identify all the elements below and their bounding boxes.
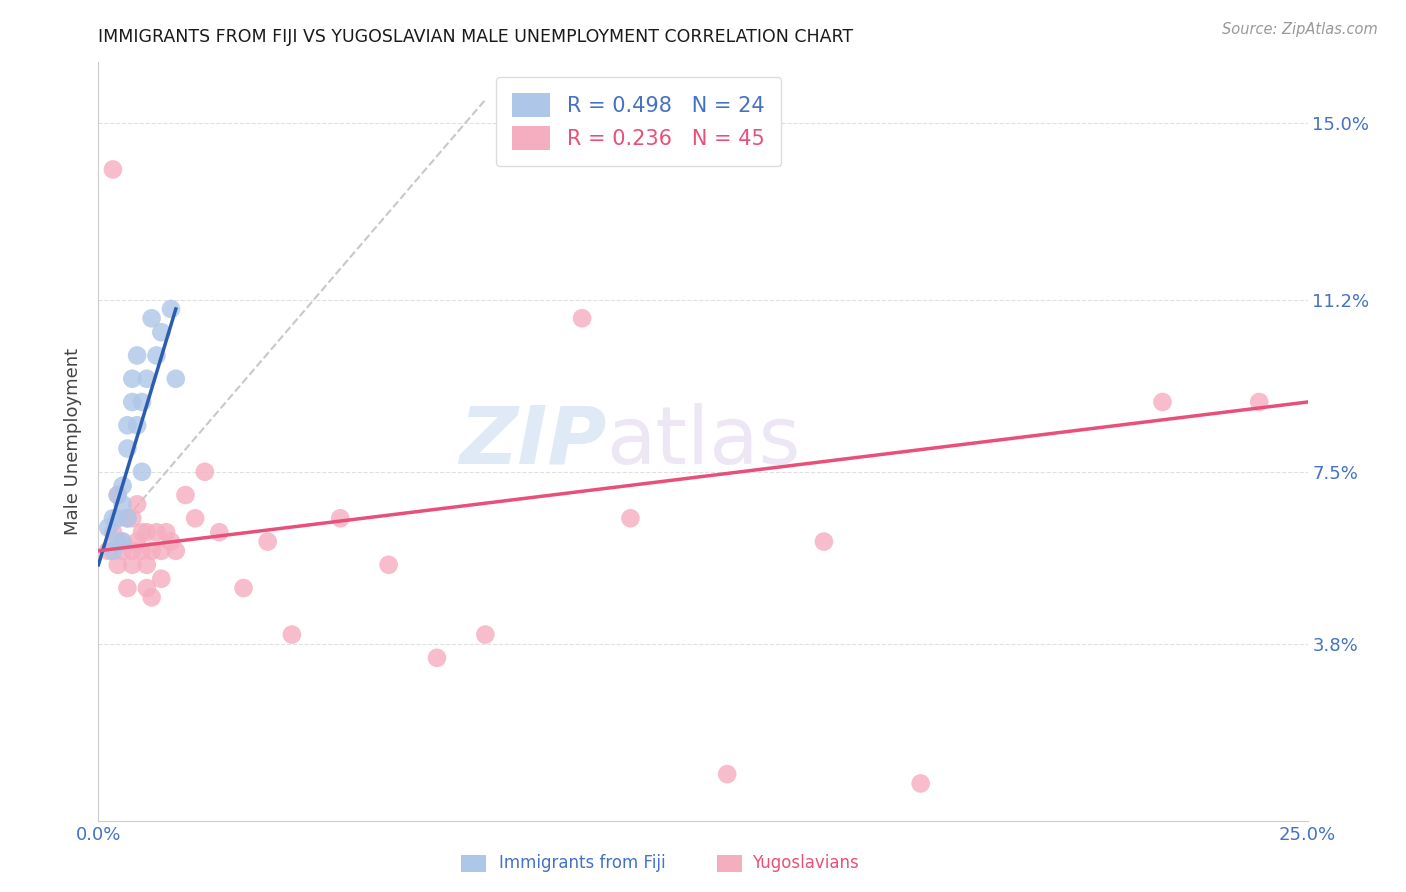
Point [127, 349, 149, 363]
Point [111, 534, 134, 549]
Point [127, 534, 149, 549]
Point [145, 349, 167, 363]
Point [813, 534, 835, 549]
Point [117, 511, 139, 525]
Point [208, 525, 231, 540]
Point [131, 395, 153, 409]
Point [121, 395, 143, 409]
Point [1249, 395, 1271, 409]
Point [377, 558, 399, 572]
Point [135, 581, 157, 595]
Point [150, 544, 173, 558]
Point [127, 418, 149, 433]
Point [160, 301, 183, 316]
Point [101, 162, 124, 177]
Point [117, 418, 139, 433]
Point [165, 544, 187, 558]
Point [571, 311, 593, 326]
Point [117, 442, 139, 456]
Point [121, 544, 143, 558]
Point [101, 511, 124, 525]
Point [256, 534, 278, 549]
Point [107, 488, 129, 502]
Point [716, 767, 738, 781]
Point [121, 372, 143, 386]
Point [97, 544, 120, 558]
Point [1152, 395, 1174, 409]
Text: atlas: atlas [606, 402, 800, 481]
Point [101, 544, 124, 558]
Point [184, 511, 207, 525]
Point [107, 511, 129, 525]
Text: IMMIGRANTS FROM FIJI VS YUGOSLAVIAN MALE UNEMPLOYMENT CORRELATION CHART: IMMIGRANTS FROM FIJI VS YUGOSLAVIAN MALE… [98, 28, 853, 45]
Point [160, 534, 183, 549]
Point [121, 558, 143, 572]
Y-axis label: Male Unemployment: Male Unemployment [65, 348, 83, 535]
Point [174, 488, 197, 502]
Point [329, 511, 352, 525]
Point [281, 627, 304, 641]
Point [145, 525, 167, 540]
Point [150, 572, 173, 586]
Point [141, 544, 163, 558]
Point [474, 627, 496, 641]
Point [155, 525, 177, 540]
Point [117, 581, 139, 595]
Point [97, 520, 120, 534]
Point [131, 544, 153, 558]
Point [135, 525, 157, 540]
Point [111, 534, 134, 549]
Text: Yugoslavians: Yugoslavians [752, 855, 859, 872]
Point [121, 511, 143, 525]
Point [426, 650, 449, 665]
Point [141, 591, 163, 605]
Text: Source: ZipAtlas.com: Source: ZipAtlas.com [1222, 22, 1378, 37]
Point [107, 534, 129, 549]
Text: Immigrants from Fiji: Immigrants from Fiji [499, 855, 666, 872]
Point [232, 581, 254, 595]
Point [127, 497, 149, 511]
Point [107, 488, 129, 502]
Point [101, 525, 124, 540]
Point [135, 372, 157, 386]
Point [141, 311, 163, 326]
Bar [461, 855, 486, 872]
Point [131, 525, 153, 540]
Point [619, 511, 641, 525]
Point [194, 465, 217, 479]
Point [107, 558, 129, 572]
Point [111, 544, 134, 558]
Point [111, 497, 134, 511]
Point [117, 511, 139, 525]
Point [165, 372, 187, 386]
Point [111, 479, 134, 493]
Point [910, 776, 932, 790]
Point [135, 558, 157, 572]
Bar [717, 855, 742, 872]
Point [150, 325, 173, 339]
Legend: R = 0.498   N = 24, R = 0.236   N = 45: R = 0.498 N = 24, R = 0.236 N = 45 [496, 77, 780, 167]
Text: ZIP: ZIP [458, 402, 606, 481]
Point [131, 465, 153, 479]
